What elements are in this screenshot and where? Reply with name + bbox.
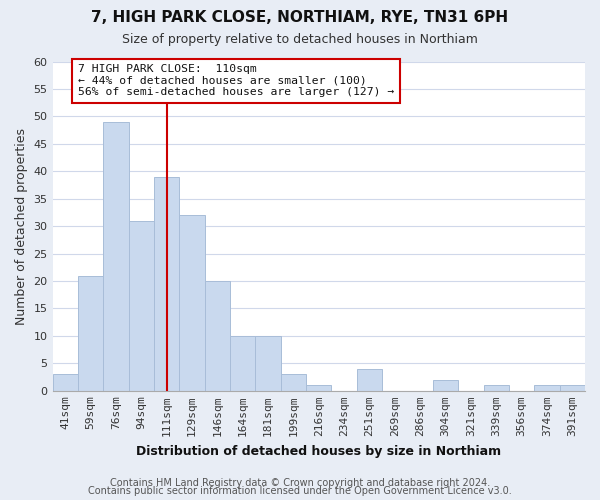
- Text: Contains HM Land Registry data © Crown copyright and database right 2024.: Contains HM Land Registry data © Crown c…: [110, 478, 490, 488]
- Bar: [560, 386, 585, 391]
- Bar: [281, 374, 306, 391]
- Text: Contains public sector information licensed under the Open Government Licence v3: Contains public sector information licen…: [88, 486, 512, 496]
- Bar: [484, 386, 509, 391]
- Bar: [103, 122, 128, 391]
- Bar: [78, 276, 103, 391]
- Bar: [53, 374, 78, 391]
- Text: 7, HIGH PARK CLOSE, NORTHIAM, RYE, TN31 6PH: 7, HIGH PARK CLOSE, NORTHIAM, RYE, TN31 …: [91, 10, 509, 25]
- Bar: [205, 281, 230, 391]
- Bar: [433, 380, 458, 391]
- Bar: [179, 215, 205, 391]
- Bar: [256, 336, 281, 391]
- X-axis label: Distribution of detached houses by size in Northiam: Distribution of detached houses by size …: [136, 444, 502, 458]
- Bar: [154, 177, 179, 391]
- Bar: [128, 220, 154, 391]
- Bar: [357, 369, 382, 391]
- Bar: [306, 386, 331, 391]
- Bar: [534, 386, 560, 391]
- Bar: [230, 336, 256, 391]
- Text: Size of property relative to detached houses in Northiam: Size of property relative to detached ho…: [122, 32, 478, 46]
- Text: 7 HIGH PARK CLOSE:  110sqm
← 44% of detached houses are smaller (100)
56% of sem: 7 HIGH PARK CLOSE: 110sqm ← 44% of detac…: [78, 64, 394, 98]
- Y-axis label: Number of detached properties: Number of detached properties: [15, 128, 28, 324]
